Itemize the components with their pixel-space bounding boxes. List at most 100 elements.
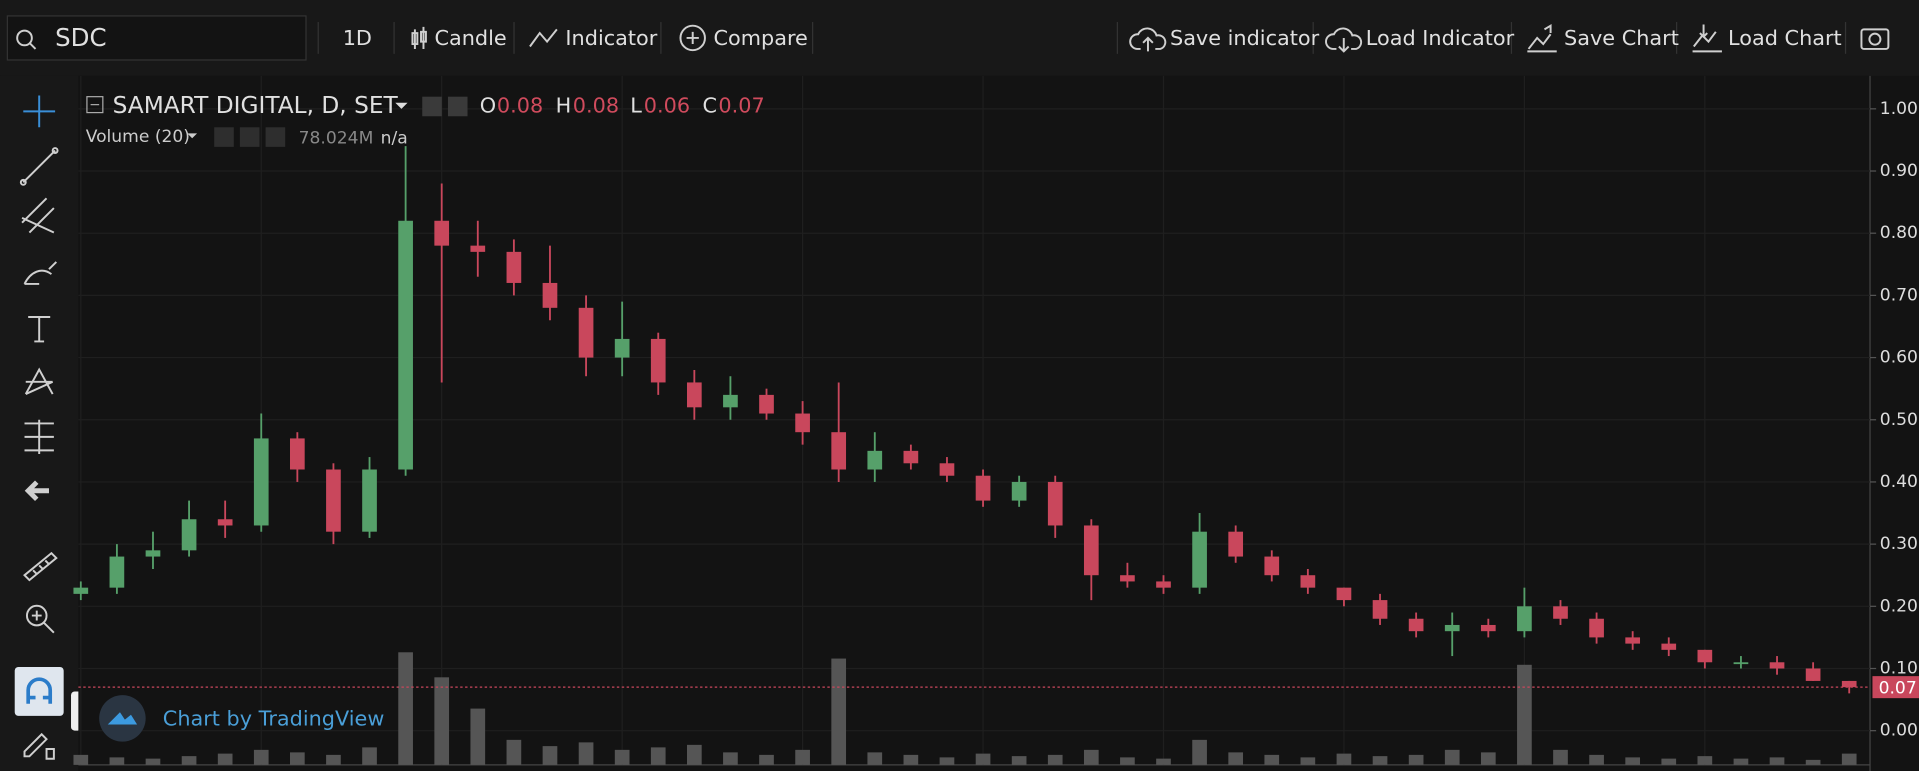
candle-body bbox=[434, 220, 450, 246]
candle-body bbox=[686, 382, 702, 408]
candle-body bbox=[145, 550, 161, 557]
volume-bar bbox=[73, 754, 89, 765]
candle-body bbox=[470, 245, 486, 252]
last-price-label: 0.07 bbox=[1879, 678, 1917, 698]
volume-bar bbox=[650, 747, 666, 765]
interval-button[interactable]: 1D bbox=[343, 26, 372, 50]
indicator-button[interactable]: Indicator bbox=[565, 26, 657, 50]
volume-bar bbox=[1192, 739, 1207, 765]
save-indicator-icon bbox=[1129, 27, 1167, 52]
volume-bar bbox=[1011, 756, 1027, 765]
volume-bar bbox=[1841, 753, 1857, 765]
volume-bar bbox=[1372, 756, 1388, 765]
candle-body bbox=[650, 338, 666, 383]
candle-body bbox=[217, 519, 233, 526]
volume-bar bbox=[867, 752, 883, 765]
symbol-title: SAMART DIGITAL, D, SET bbox=[113, 92, 399, 119]
watermark[interactable]: Chart by TradingView bbox=[163, 707, 385, 731]
volume-bar bbox=[759, 754, 774, 765]
settings-button[interactable] bbox=[239, 127, 260, 147]
y-tick-label: 0.40 bbox=[1880, 472, 1918, 492]
candle-body bbox=[1625, 637, 1641, 644]
volume-bar bbox=[145, 758, 161, 765]
load-indicator-icon bbox=[1325, 27, 1363, 53]
volume-bar bbox=[1120, 757, 1135, 765]
candle-body bbox=[506, 251, 522, 283]
volume-ma: n/a bbox=[381, 128, 408, 148]
eye-button[interactable] bbox=[214, 127, 234, 147]
volume-bar bbox=[1661, 758, 1677, 765]
candle-body bbox=[1805, 668, 1821, 681]
candle-body bbox=[1553, 606, 1568, 619]
volume-bar bbox=[398, 652, 413, 765]
volume-bar bbox=[795, 749, 810, 765]
remove-button[interactable] bbox=[265, 127, 286, 147]
candle-body bbox=[109, 556, 125, 588]
candle-body bbox=[1264, 556, 1280, 576]
legend-label: L bbox=[630, 93, 642, 117]
candle-body bbox=[1372, 600, 1388, 619]
save-chart-icon bbox=[1527, 23, 1557, 53]
candle-body bbox=[1589, 618, 1604, 638]
volume-bar bbox=[1336, 753, 1352, 765]
settings-button[interactable] bbox=[447, 96, 468, 117]
candle-body bbox=[1480, 624, 1496, 632]
candle-body bbox=[975, 475, 991, 501]
candle-body bbox=[1228, 531, 1244, 557]
candle-body bbox=[1841, 680, 1857, 688]
candle-body bbox=[1047, 481, 1063, 526]
y-tick-label: 0.10 bbox=[1880, 658, 1918, 678]
volume-bar bbox=[542, 746, 558, 765]
volume-bar bbox=[1553, 749, 1568, 765]
search-icon bbox=[28, 42, 37, 50]
volume-bar bbox=[1047, 754, 1063, 765]
symbol-search[interactable] bbox=[6, 15, 307, 61]
volume-bar bbox=[686, 744, 702, 765]
load-chart-button[interactable]: Load Chart bbox=[1728, 26, 1842, 50]
dropdown[interactable] bbox=[395, 102, 408, 109]
y-tick-label: 1.00 bbox=[1880, 99, 1918, 119]
compare-button[interactable]: Compare bbox=[714, 26, 808, 50]
collapse-legend[interactable] bbox=[86, 96, 104, 114]
candle-body bbox=[253, 438, 269, 526]
candle-body bbox=[398, 220, 413, 470]
y-tick-label: 0.80 bbox=[1880, 223, 1918, 243]
legend-value: 0.07 bbox=[718, 93, 764, 117]
candle-body bbox=[290, 438, 305, 470]
y-tick-label: 0.90 bbox=[1880, 161, 1918, 181]
chart-pane bbox=[78, 75, 1871, 765]
volume-bar bbox=[470, 708, 486, 765]
volume-bar bbox=[975, 753, 991, 765]
volume-bar bbox=[1408, 754, 1424, 765]
save-indicator-button[interactable]: Save indicator bbox=[1170, 26, 1320, 50]
eye-button[interactable] bbox=[422, 96, 442, 117]
candle-body bbox=[614, 338, 630, 358]
candle-body bbox=[578, 307, 594, 358]
candle-body bbox=[1517, 606, 1532, 632]
volume-bar bbox=[1589, 754, 1604, 765]
screenshot-button[interactable] bbox=[1860, 28, 1890, 50]
candle-body bbox=[1120, 575, 1135, 582]
volume-value: 78.024M bbox=[299, 128, 374, 148]
volume-bar bbox=[1805, 759, 1821, 765]
volume-bar bbox=[1156, 758, 1171, 765]
volume-bar bbox=[1769, 757, 1785, 765]
legend-value: 0.08 bbox=[497, 93, 543, 117]
volume-bar bbox=[506, 739, 522, 765]
symbol[interactable]: SDC bbox=[55, 23, 106, 52]
chart-type-button[interactable]: Candle bbox=[434, 26, 506, 50]
dropdown[interactable] bbox=[187, 133, 198, 139]
volume-bar bbox=[903, 754, 919, 765]
compare-icon bbox=[679, 24, 706, 52]
y-tick-label: 0.50 bbox=[1880, 410, 1918, 430]
candle-body bbox=[1661, 643, 1677, 650]
candle-body bbox=[1083, 525, 1099, 576]
volume-bar bbox=[1625, 757, 1641, 765]
save-chart-button[interactable]: Save Chart bbox=[1564, 26, 1679, 50]
y-tick-label: 0.20 bbox=[1880, 596, 1918, 616]
candle-body bbox=[326, 469, 341, 532]
candle-body bbox=[939, 463, 955, 476]
load-indicator-button[interactable]: Load Indicator bbox=[1366, 26, 1515, 50]
toolbar bbox=[0, 0, 1919, 76]
